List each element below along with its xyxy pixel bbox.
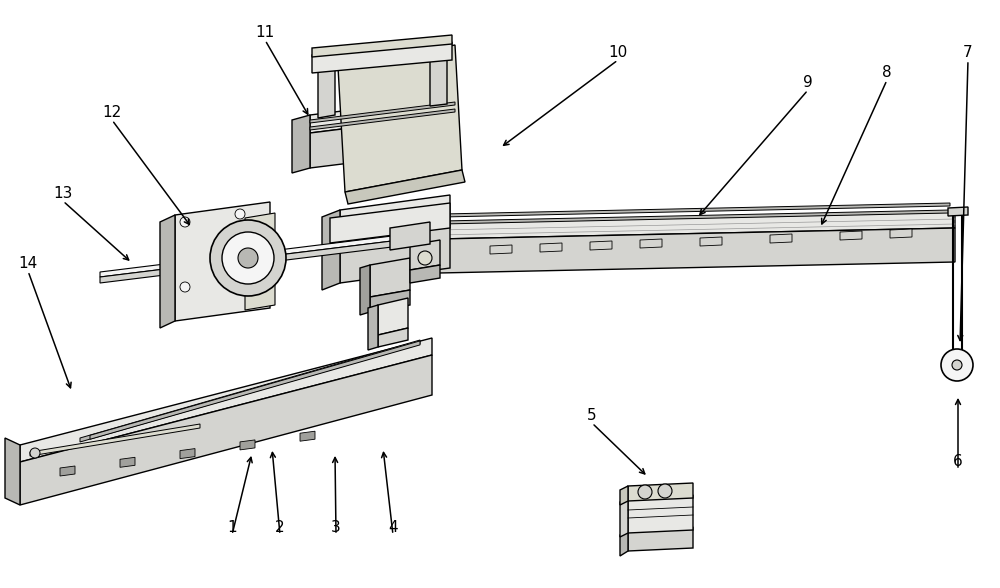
Text: 12: 12	[102, 105, 122, 119]
Polygon shape	[245, 213, 275, 310]
Polygon shape	[540, 243, 562, 252]
Text: 10: 10	[608, 45, 628, 59]
Polygon shape	[310, 115, 455, 168]
Polygon shape	[180, 449, 195, 459]
Circle shape	[238, 248, 258, 268]
Polygon shape	[322, 210, 340, 290]
Polygon shape	[628, 495, 693, 533]
Circle shape	[952, 360, 962, 370]
Circle shape	[638, 485, 652, 499]
Polygon shape	[330, 203, 450, 243]
Polygon shape	[590, 241, 612, 250]
Polygon shape	[345, 212, 955, 241]
Polygon shape	[100, 240, 400, 283]
Circle shape	[180, 282, 190, 292]
Polygon shape	[430, 46, 447, 106]
Polygon shape	[312, 42, 452, 73]
Polygon shape	[628, 483, 693, 501]
Polygon shape	[350, 210, 950, 226]
Polygon shape	[360, 265, 370, 315]
Polygon shape	[340, 225, 450, 283]
Polygon shape	[620, 486, 628, 505]
Polygon shape	[948, 207, 968, 216]
Polygon shape	[350, 203, 950, 219]
Polygon shape	[292, 115, 310, 173]
Polygon shape	[370, 258, 410, 297]
Polygon shape	[378, 328, 408, 347]
Polygon shape	[345, 228, 955, 275]
Polygon shape	[312, 35, 452, 57]
Polygon shape	[310, 102, 455, 123]
Text: 9: 9	[803, 75, 813, 89]
Polygon shape	[368, 305, 378, 350]
Polygon shape	[80, 340, 420, 442]
Polygon shape	[410, 265, 440, 283]
Polygon shape	[338, 45, 462, 192]
Circle shape	[658, 484, 672, 498]
Polygon shape	[120, 457, 135, 467]
Circle shape	[180, 217, 190, 227]
Polygon shape	[770, 234, 792, 243]
Polygon shape	[240, 440, 255, 450]
Polygon shape	[5, 438, 20, 505]
Polygon shape	[20, 338, 432, 462]
Text: 4: 4	[388, 520, 398, 534]
Polygon shape	[390, 222, 430, 250]
Polygon shape	[310, 109, 455, 130]
Polygon shape	[370, 290, 410, 312]
Text: 3: 3	[331, 520, 341, 534]
Polygon shape	[620, 498, 628, 537]
Text: 6: 6	[953, 455, 963, 469]
Polygon shape	[310, 97, 455, 133]
Polygon shape	[378, 298, 408, 335]
Circle shape	[30, 448, 40, 458]
Circle shape	[418, 251, 432, 265]
Circle shape	[941, 349, 973, 381]
Polygon shape	[620, 530, 628, 556]
Polygon shape	[90, 341, 420, 439]
Circle shape	[235, 209, 245, 219]
Text: 14: 14	[18, 256, 38, 270]
Text: 8: 8	[882, 65, 892, 79]
Text: 7: 7	[963, 45, 973, 59]
Polygon shape	[100, 235, 400, 277]
Polygon shape	[890, 229, 912, 238]
Text: 2: 2	[275, 520, 285, 534]
Polygon shape	[640, 239, 662, 248]
Polygon shape	[20, 355, 432, 505]
Polygon shape	[160, 215, 175, 328]
Polygon shape	[345, 170, 465, 204]
Text: 5: 5	[587, 407, 597, 423]
Polygon shape	[300, 431, 315, 441]
Polygon shape	[490, 245, 512, 254]
Polygon shape	[30, 424, 200, 456]
Circle shape	[210, 220, 286, 296]
Circle shape	[235, 274, 245, 284]
Polygon shape	[840, 231, 862, 240]
Polygon shape	[175, 202, 270, 321]
Text: 1: 1	[227, 520, 237, 534]
Polygon shape	[318, 57, 335, 118]
Polygon shape	[340, 195, 450, 240]
Text: 13: 13	[53, 185, 73, 201]
Polygon shape	[700, 237, 722, 246]
Circle shape	[222, 232, 274, 284]
Polygon shape	[60, 466, 75, 476]
Polygon shape	[410, 240, 440, 270]
Text: 11: 11	[255, 25, 275, 39]
Polygon shape	[628, 527, 693, 551]
